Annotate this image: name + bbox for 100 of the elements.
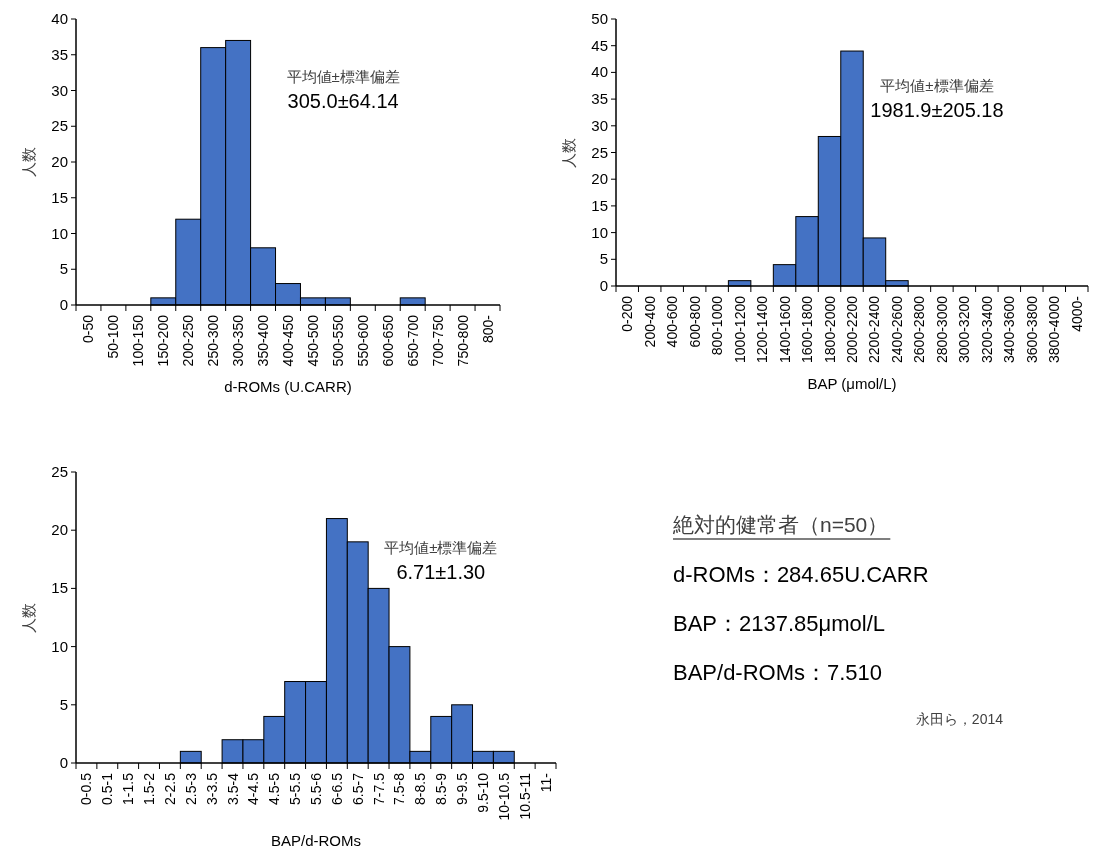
text: d-ROMs：284.65U.CARR (673, 562, 929, 587)
annotation: 305.0±64.14 (287, 89, 399, 112)
x-tick-label: 4.5-5 (266, 772, 283, 805)
x-tick-label: 4000- (1068, 295, 1085, 332)
y-tick-label: 25 (591, 143, 608, 161)
x-tick-label: 1800-2000 (821, 295, 838, 363)
x-tick-label: 1200-1400 (754, 295, 771, 363)
x-tick-label: 0.5-1 (99, 772, 116, 805)
x-tick-label: 300-350 (230, 314, 247, 367)
y-tick-label: 40 (591, 63, 608, 81)
text: 絶対的健常者（n=50） (672, 513, 889, 536)
x-tick-label: 700-750 (429, 314, 446, 367)
y-tick-label: 30 (591, 116, 608, 134)
annotation: 6.71±1.30 (396, 561, 486, 584)
y-tick-label: 45 (591, 36, 608, 54)
x-tick-label: 2600-2800 (911, 295, 928, 363)
x-tick-label: 2-2.5 (161, 772, 178, 805)
x-tick-label: 11- (537, 772, 554, 793)
x-tick-label: 200-400 (641, 295, 658, 348)
x-tick-label: 2000-2200 (844, 295, 860, 363)
x-tick-label: 0-0.5 (78, 772, 95, 805)
y-tick-label: 0 (59, 754, 68, 771)
x-tick-label: 100-150 (130, 314, 147, 367)
x-tick-label: 3800-4000 (1046, 295, 1063, 363)
x-tick-label: 2800-3000 (933, 295, 950, 363)
annotation: 平均値±標準偏差 (880, 77, 994, 95)
x-tick-label: 3200-3400 (978, 295, 995, 363)
x-tick-label: 1400-1600 (776, 295, 793, 363)
x-tick-label: 3-3.5 (203, 772, 220, 805)
x-tick-label: 1-1.5 (120, 772, 137, 805)
x-tick-label: 150-200 (155, 314, 172, 367)
y-tick-label: 35 (51, 45, 68, 63)
x-tick-label: 3600-3800 (1023, 295, 1040, 363)
x-tick-label: 1.5-2 (141, 772, 158, 805)
text: 永田ら，2014 (915, 711, 1004, 727)
y-tick-label: 25 (51, 117, 68, 135)
text: BAP/d-ROMs：7.510 (673, 660, 883, 685)
y-tick-label: 15 (51, 579, 68, 597)
x-tick-label: 1600-1800 (799, 295, 816, 363)
x-tick-label: 0-50 (80, 314, 97, 344)
x-tick-label: 2200-2400 (866, 295, 883, 363)
x-tick-label: 5.5-6 (308, 772, 324, 805)
x-tick-label: 2400-2600 (888, 295, 905, 363)
annotation: 1981.9±205.18 (870, 99, 1004, 122)
x-tick-label: 400-450 (280, 314, 296, 367)
x-tick-label: 7-7.5 (370, 772, 387, 805)
text: BAP：2137.85μmol/L (673, 611, 886, 636)
y-tick-label: 0 (59, 296, 68, 313)
annotation: 平均値±標準偏差 (384, 539, 498, 557)
y-axis-title: 人数 (20, 147, 37, 177)
x-tick-label: 200-250 (180, 314, 197, 367)
x-tick-label: 600-800 (686, 295, 703, 348)
x-tick-label: 3400-3600 (1001, 295, 1018, 363)
x-tick-label: 3.5-4 (224, 772, 241, 805)
x-tick-label: 7.5-8 (391, 772, 408, 805)
annotation: 平均値±標準偏差 (286, 67, 400, 85)
x-tick-label: 450-500 (304, 314, 321, 367)
y-tick-label: 20 (591, 170, 608, 188)
y-tick-label: 15 (51, 188, 68, 206)
x-tick-label: 800- (479, 314, 496, 344)
x-tick-label: 500-550 (329, 314, 346, 367)
x-tick-label: 9-9.5 (454, 772, 471, 805)
y-tick-label: 35 (591, 90, 608, 108)
y-tick-label: 40 (51, 10, 68, 27)
x-tick-label: 400-600 (664, 295, 681, 348)
x-tick-label: 550-600 (354, 314, 371, 367)
x-tick-label: 800-1000 (709, 295, 726, 356)
x-axis-title: BAP (μmol/L) (807, 374, 897, 392)
y-tick-label: 5 (599, 250, 608, 268)
x-tick-label: 2.5-3 (182, 772, 199, 805)
x-tick-label: 0-200 (619, 295, 636, 332)
x-tick-label: 1000-1200 (731, 295, 748, 363)
y-tick-label: 15 (591, 196, 608, 214)
x-tick-label: 3000-3200 (956, 295, 973, 363)
y-tick-label: 10 (51, 637, 68, 655)
x-tick-label: 250-300 (205, 314, 222, 367)
x-tick-label: 650-700 (404, 314, 421, 367)
y-axis-title: 人数 (560, 137, 577, 168)
x-tick-label: 10.5-11 (516, 772, 533, 820)
x-tick-label: 9.5-10 (474, 772, 491, 813)
y-tick-label: 30 (51, 81, 68, 99)
x-axis-title: d-ROMs (U.CARR) (224, 378, 352, 396)
x-tick-label: 50-100 (105, 314, 122, 359)
x-tick-label: 750-800 (454, 314, 471, 367)
y-tick-label: 5 (59, 695, 68, 713)
x-tick-label: 10-10.5 (495, 772, 512, 821)
x-tick-label: 4-4.5 (245, 772, 262, 805)
y-axis-title: 人数 (20, 602, 37, 633)
y-tick-label: 25 (51, 463, 68, 480)
y-tick-label: 0 (599, 277, 608, 294)
x-tick-label: 6-6.5 (328, 772, 345, 805)
y-tick-label: 20 (51, 521, 68, 539)
x-tick-label: 8-8.5 (412, 772, 429, 805)
x-tick-label: 5-5.5 (287, 772, 304, 805)
x-tick-label: 6.5-7 (349, 772, 366, 805)
x-axis-title: BAP/d-ROMs (270, 832, 362, 850)
y-tick-label: 10 (51, 224, 68, 242)
x-tick-label: 600-650 (379, 314, 396, 367)
y-tick-label: 10 (591, 223, 608, 241)
y-tick-label: 50 (591, 10, 608, 27)
